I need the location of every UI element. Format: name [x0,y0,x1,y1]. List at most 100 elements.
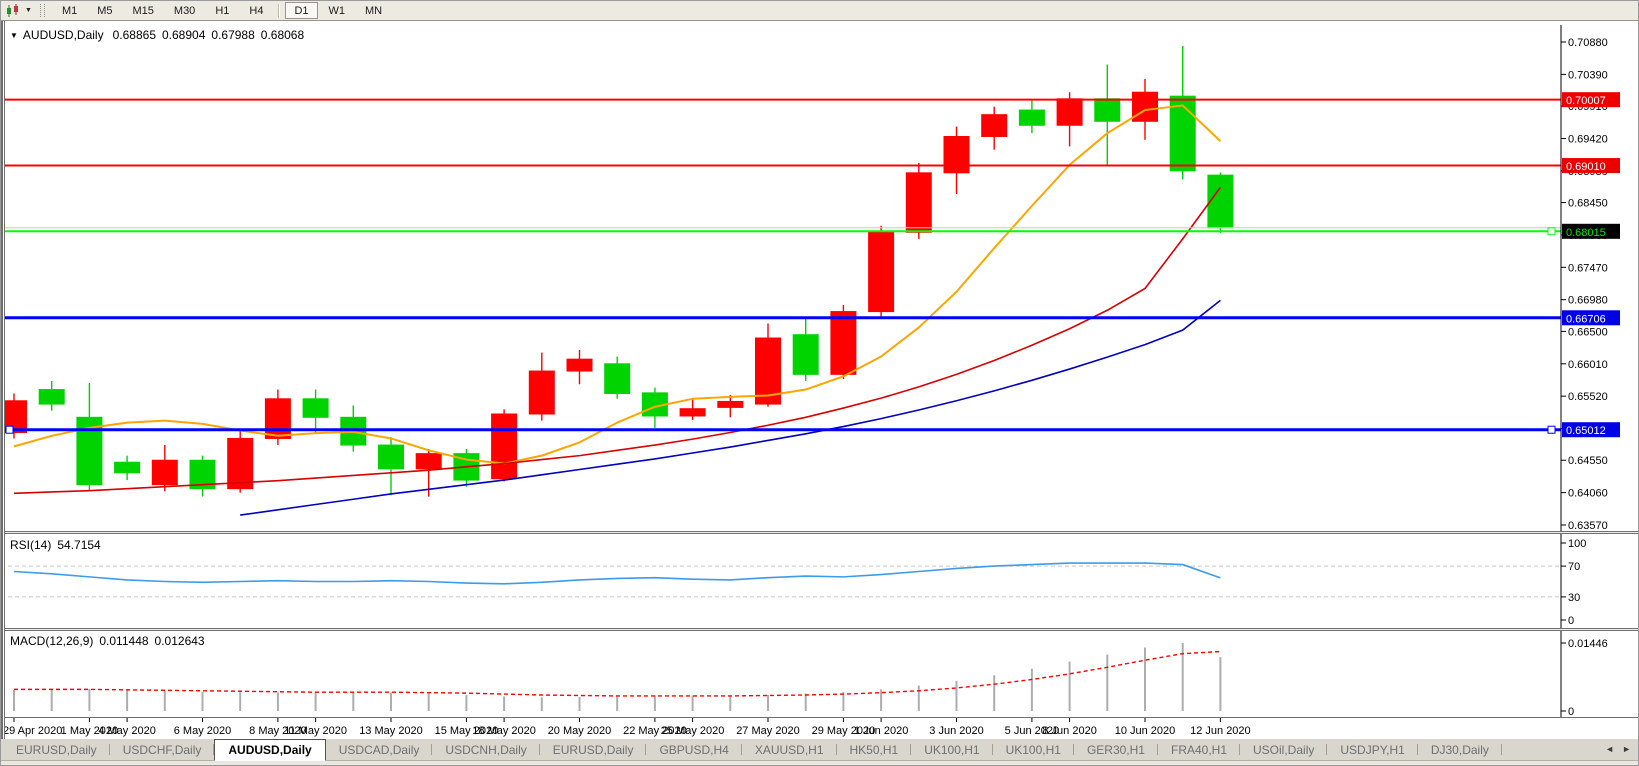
candle-body [264,398,291,439]
symbol-tab-UK100-H1[interactable]: UK100,H1 [993,739,1075,760]
timeframe-button-M1[interactable]: M1 [61,4,78,17]
candle-body [830,311,857,375]
candle-body [1018,109,1045,126]
symbol-tab-FRA40-H1[interactable]: FRA40,H1 [1158,739,1241,760]
chart-window: 0.708800.703900.699100.694200.689300.684… [1,21,1639,739]
rsi-axis-label: 100 [1568,538,1586,550]
candle-body [1207,174,1234,229]
candle-body [981,114,1008,137]
price-badge-label: 0.66706 [1566,313,1606,325]
timeframe-button-M15[interactable]: M15 [132,4,154,17]
candle-body [1094,98,1121,122]
symbol-tab-DJ30-Daily[interactable]: DJ30,Daily [1418,739,1502,760]
line-anchor[interactable] [1547,425,1556,434]
timeframe-button-H4[interactable]: H4 [249,4,264,17]
chart-collapse-arrow-icon[interactable]: ▼ [10,31,18,40]
tab-scroll-nav: ◄ ► [1605,744,1631,754]
pane-splitter[interactable] [1,531,1638,534]
time-axis-label: 1 Jun 2020 [854,725,908,737]
new-chart-icon[interactable] [5,3,21,18]
chart-title: ▼ AUDUSD,Daily 0.68865 0.68904 0.67988 0.6806… [10,28,310,42]
timeframe-button-W1[interactable]: W1 [328,4,346,17]
price-pane[interactable]: 0.708800.703900.699100.694200.689300.684… [1,25,1639,531]
timeframe-button-MN[interactable]: MN [365,4,383,17]
candle-body [528,370,555,415]
rsi-indicator-label: RSI(14) 54.7154 [10,538,107,552]
time-axis-label: 29 Apr 2020 [3,725,62,737]
candle-body [868,231,895,313]
time-axis-label: 10 Jun 2020 [1115,725,1176,737]
macd-pane[interactable]: 0.01446 0 [1,631,1639,717]
candle-body [717,400,744,408]
macd-value-main: 0.011448 [99,634,149,648]
rsi-axis-label: 30 [1568,592,1580,604]
tab-scroll-right-icon[interactable]: ► [1622,744,1631,754]
symbol-tab-GER30-H1[interactable]: GER30,H1 [1074,739,1159,760]
ohlc-high: 0.68904 [162,28,206,42]
toolbar-separator [278,3,280,18]
candle-body [1,400,27,433]
macd-indicator-label: MACD(12,26,9) 0.011448 0.012643 [10,634,211,648]
price-axis-label: 0.66500 [1568,326,1608,338]
timeframe-button-D1[interactable]: D1 [285,2,318,19]
price-badge [1562,422,1620,438]
symbol-tab-USDJPY-H1[interactable]: USDJPY,H1 [1327,739,1419,760]
candle-body [38,389,65,405]
chart-dropdown-arrow-icon[interactable]: ▼ [25,7,32,14]
line-anchor[interactable] [5,425,14,434]
price-axis-label: 0.70880 [1568,37,1608,49]
toolbar-grip[interactable] [39,4,45,17]
symbol-tab-USDCHF-Daily[interactable]: USDCHF,Daily [110,739,215,760]
price-badge-label: 0.69010 [1566,161,1606,173]
symbol-tab-USOil-Daily[interactable]: USOil,Daily [1240,739,1328,760]
macd-signal-line [14,650,1221,697]
symbol-tab-HK50-H1[interactable]: HK50,H1 [837,739,912,760]
chart-tabs: EURUSD,Daily USDCHF,Daily AUDUSD,Daily USDC… [1,739,1638,761]
candle-body [1132,91,1158,122]
candle-body [227,437,254,490]
chart-left-frame [1,21,5,739]
rsi-name: RSI(14) [10,538,52,552]
symbol-tab-XAUUSD-H1[interactable]: XAUUSD,H1 [742,739,837,760]
time-axis-label: 29 May 2020 [812,725,876,737]
time-axis-label: 22 May 2020 [623,725,687,737]
candle-body [905,172,932,233]
symbol-tab-USDCNH-Daily[interactable]: USDCNH,Daily [432,739,541,760]
price-badge [1562,223,1620,239]
macd-axis-label: 0 [1568,706,1574,717]
price-axis-label: 0.70390 [1568,69,1608,81]
time-axis-label: 13 May 2020 [359,725,423,737]
ma-line-fast [13,104,1222,465]
timeframe-button-H1[interactable]: H1 [215,4,230,17]
time-axis-label: 25 May 2020 [661,725,725,737]
price-axis-label: 0.68450 [1568,198,1608,210]
pane-splitter[interactable] [1,628,1638,631]
rsi-pane[interactable]: 100 70 30 0 [1,534,1639,629]
time-axis-label: 15 May 2020 [435,725,499,737]
symbol-tab-UK100-H1[interactable]: UK100,H1 [911,739,993,760]
rsi-axis-label: 0 [1568,615,1574,627]
price-badge-label: 0.65012 [1566,425,1606,437]
price-badge [1562,158,1620,174]
macd-axis-label: 0.01446 [1568,638,1608,650]
time-axis-label: 4 May 2020 [98,725,155,737]
tab-scroll-left-icon[interactable]: ◄ [1605,744,1615,754]
symbol-tab-EURUSD-Daily[interactable]: EURUSD,Daily [3,739,110,760]
timeframe-button-M30[interactable]: M30 [173,4,196,17]
price-badge-label: 0.68015 [1566,227,1606,239]
symbol-tab-USDCAD-Daily[interactable]: USDCAD,Daily [326,739,433,760]
ma-line-slow [240,299,1221,516]
chart-symbol-label: AUDUSD,Daily [22,28,104,42]
price-axis-label: 0.66010 [1568,359,1608,371]
symbol-tab-AUDUSD-Daily[interactable]: AUDUSD,Daily [214,739,326,761]
symbol-tab-EURUSD-Daily[interactable]: EURUSD,Daily [540,739,647,760]
rsi-line [13,562,1221,585]
timeframe-button-M5[interactable]: M5 [97,4,113,17]
price-badge [1562,310,1620,326]
symbol-tab-GBPUSD-H4[interactable]: GBPUSD,H4 [646,739,743,760]
ma-line-medium [13,186,1222,495]
price-axis-label: 0.63570 [1568,520,1608,531]
line-anchor[interactable] [1547,227,1556,236]
time-axis-label: 8 Jun 2020 [1042,725,1096,737]
